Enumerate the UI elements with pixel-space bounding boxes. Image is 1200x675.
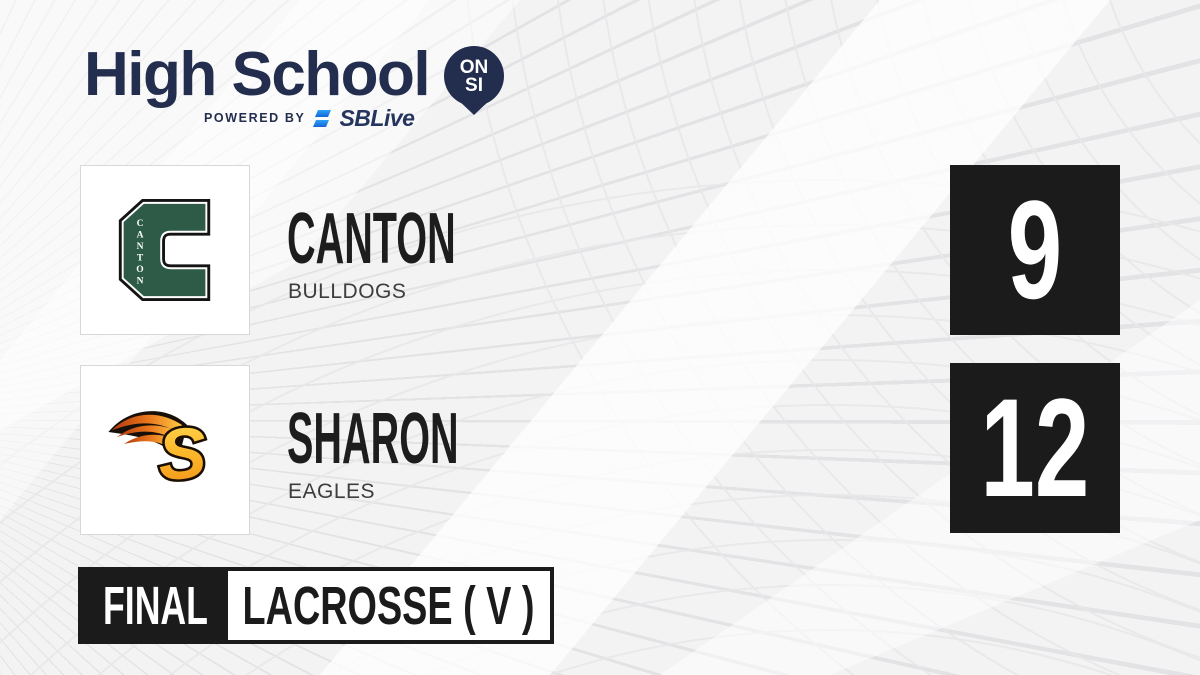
team2-score: 12 <box>980 369 1090 526</box>
onsi-pin-icon: ON SI <box>444 46 504 115</box>
sblive-mark-icon <box>313 109 332 127</box>
canton-block-c-logo <box>118 199 211 301</box>
powered-by-row: POWERED BY SBLive <box>204 104 415 131</box>
sport-label: LACROSSE ( V ) <box>243 575 535 636</box>
sport-cell: LACROSSE ( V ) <box>228 571 550 640</box>
sharon-logo-letter: S <box>155 413 208 496</box>
team2-mascot: EAGLES <box>288 480 376 503</box>
sblive-wordmark: SBLive <box>339 104 415 131</box>
team1-score-box: 9 <box>950 165 1120 335</box>
team1-mascot: BULLDOGS <box>288 280 407 303</box>
team2-score-box: 12 <box>950 363 1120 533</box>
team2-name: SHARON <box>287 399 459 479</box>
brand-title: High School <box>84 40 431 109</box>
canton-logo-vertical-text: CANTON <box>135 219 145 288</box>
team2-logo-box: S <box>80 365 250 535</box>
team1-logo-box <box>80 165 250 335</box>
status-cell: FINAL <box>82 571 228 640</box>
badge-si-text: SI <box>465 75 483 96</box>
game-status-bar: FINAL LACROSSE ( V ) <box>78 567 554 644</box>
team1-name: CANTON <box>287 199 456 279</box>
sharon-winged-s-logo: S <box>108 410 211 498</box>
badge-on-text: ON <box>460 57 489 78</box>
status-final-label: FINAL <box>102 575 208 636</box>
powered-by-label: POWERED BY <box>204 111 306 125</box>
team1-score: 9 <box>1007 171 1063 328</box>
